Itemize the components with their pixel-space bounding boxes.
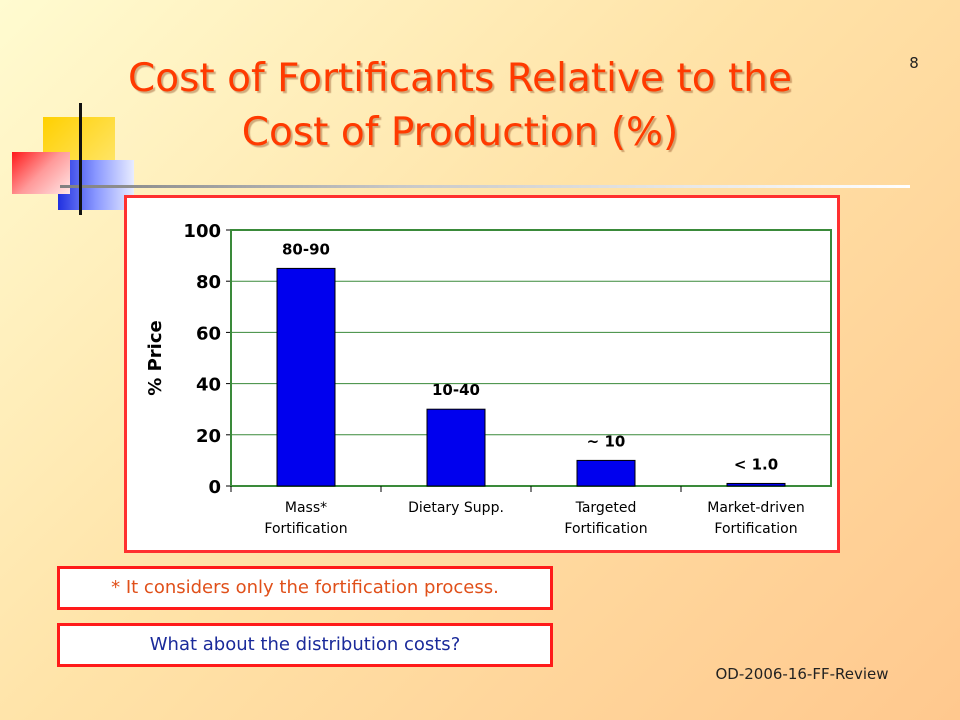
y-tick-label: 100 <box>183 221 221 242</box>
title-divider <box>60 185 910 188</box>
bar-chart: 0 20 40 60 80 100 % Price 80-90 Mass* Fortificati… <box>145 221 832 537</box>
data-label: ~ 10 <box>587 432 626 450</box>
y-tick-label: 80 <box>196 272 221 293</box>
bar <box>426 408 486 487</box>
y-tick-label: 60 <box>196 323 221 344</box>
footer-code: OD-2006-16-FF-Review <box>715 665 889 683</box>
bar <box>276 267 336 487</box>
category-label: Targeted <box>575 500 637 516</box>
title-line-1: Cost of Fortificants Relative to the <box>127 56 792 101</box>
category-label: Dietary Supp. <box>408 500 504 516</box>
category-label: Fortification <box>264 521 347 537</box>
title-line-2: Cost of Production (%) <box>241 110 679 155</box>
decor-vertical-line <box>79 103 82 215</box>
category-label: Market-driven <box>707 500 804 516</box>
y-tick-label: 20 <box>196 426 221 447</box>
category-label: Mass* <box>285 500 327 516</box>
bar <box>576 459 636 487</box>
category-label: Fortification <box>564 521 647 537</box>
data-label: < 1.0 <box>734 455 778 473</box>
data-label: 80-90 <box>282 240 330 258</box>
question-box: What about the distribution costs? <box>57 623 553 667</box>
category-label: Fortification <box>714 521 797 537</box>
slide-number: 8 <box>909 54 919 72</box>
bar <box>726 482 786 487</box>
y-axis-label: % Price <box>145 320 166 395</box>
data-label: 10-40 <box>432 381 480 399</box>
y-tick-label: 0 <box>208 477 221 498</box>
chart-frame: 0 20 40 60 80 100 % Price 80-90 Mass* Fortificati… <box>124 195 840 553</box>
footnote-box: * It considers only the fortification pr… <box>57 566 553 610</box>
page-title: Cost of Fortificants Relative to the Cos… <box>120 52 800 160</box>
y-tick-label: 40 <box>196 375 221 396</box>
